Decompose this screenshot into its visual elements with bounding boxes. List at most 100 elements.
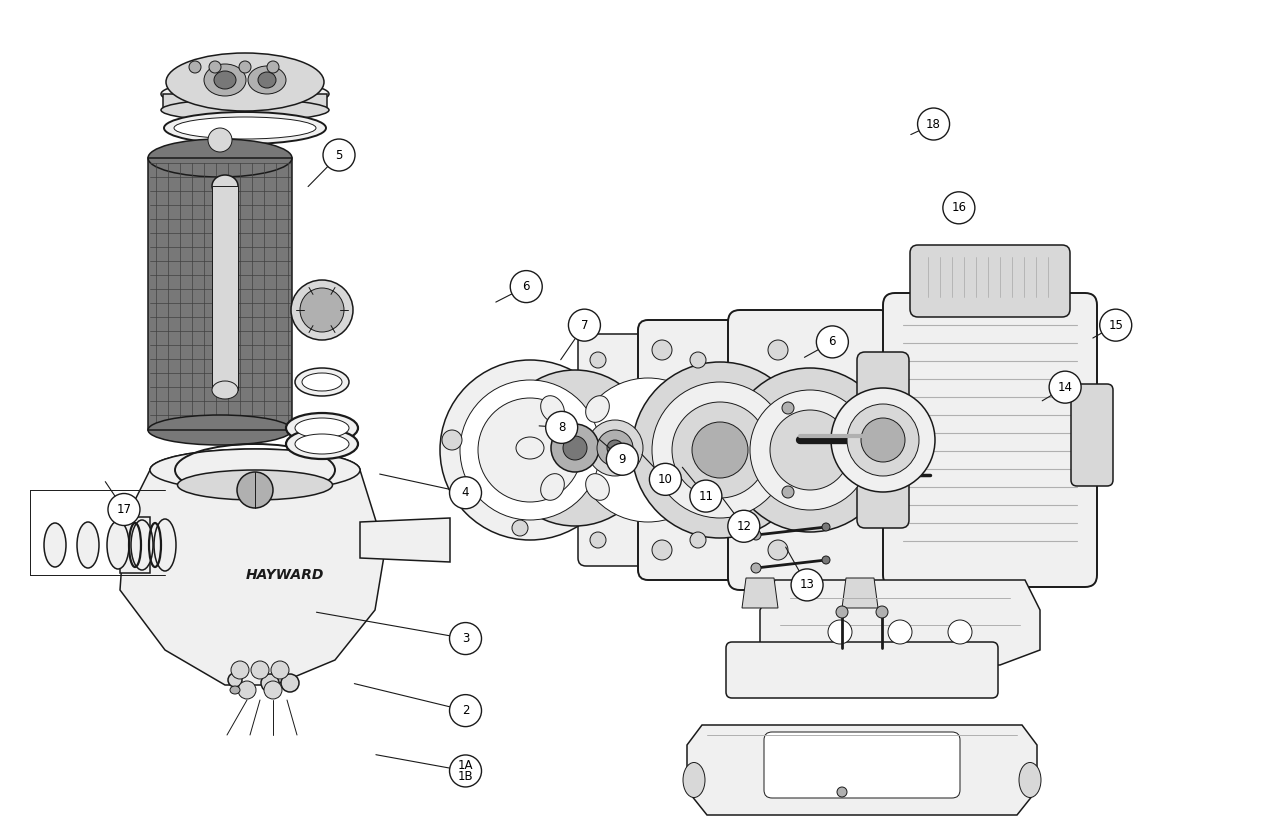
Circle shape — [271, 661, 288, 679]
Polygon shape — [120, 470, 385, 685]
Text: 6: 6 — [522, 280, 530, 293]
Circle shape — [751, 530, 762, 540]
Circle shape — [449, 623, 482, 654]
Text: 12: 12 — [736, 520, 751, 533]
Circle shape — [568, 309, 601, 341]
Circle shape — [816, 326, 849, 358]
Circle shape — [822, 556, 830, 564]
Circle shape — [831, 388, 935, 492]
Circle shape — [768, 340, 788, 360]
Circle shape — [239, 61, 250, 73]
Polygon shape — [361, 518, 450, 562]
Text: 15: 15 — [1108, 318, 1123, 332]
Ellipse shape — [248, 66, 286, 94]
Ellipse shape — [540, 473, 564, 500]
Circle shape — [231, 661, 249, 679]
Text: 14: 14 — [1058, 380, 1073, 394]
Circle shape — [510, 271, 543, 303]
Circle shape — [207, 128, 231, 152]
Ellipse shape — [586, 396, 610, 422]
Ellipse shape — [214, 71, 237, 89]
Ellipse shape — [516, 437, 544, 459]
Circle shape — [441, 430, 462, 450]
Circle shape — [942, 192, 975, 224]
Ellipse shape — [44, 523, 66, 567]
Circle shape — [768, 540, 788, 560]
Circle shape — [449, 477, 482, 509]
Ellipse shape — [258, 72, 276, 88]
Ellipse shape — [295, 418, 349, 438]
Text: 18: 18 — [926, 117, 941, 131]
Ellipse shape — [586, 473, 610, 500]
Circle shape — [782, 402, 794, 414]
Circle shape — [478, 398, 582, 502]
Circle shape — [497, 370, 653, 526]
Circle shape — [576, 378, 720, 522]
Circle shape — [632, 362, 808, 538]
Ellipse shape — [166, 53, 324, 111]
Circle shape — [837, 787, 848, 797]
Ellipse shape — [177, 470, 333, 500]
Circle shape — [947, 620, 972, 644]
Ellipse shape — [204, 64, 245, 96]
Circle shape — [606, 443, 639, 475]
Ellipse shape — [175, 117, 316, 139]
Circle shape — [209, 61, 221, 73]
Polygon shape — [151, 470, 361, 530]
Circle shape — [264, 681, 282, 699]
Ellipse shape — [295, 434, 349, 454]
Circle shape — [791, 569, 824, 601]
Circle shape — [649, 463, 682, 495]
Ellipse shape — [151, 449, 361, 491]
Circle shape — [888, 620, 912, 644]
Circle shape — [689, 532, 706, 548]
Circle shape — [836, 606, 848, 618]
FancyBboxPatch shape — [910, 245, 1070, 317]
Circle shape — [460, 380, 600, 520]
Circle shape — [545, 411, 578, 443]
Circle shape — [750, 390, 870, 510]
Circle shape — [323, 139, 355, 171]
Ellipse shape — [606, 437, 634, 459]
Circle shape — [727, 510, 760, 542]
Text: 9: 9 — [619, 453, 626, 466]
Ellipse shape — [286, 413, 358, 443]
Ellipse shape — [164, 112, 326, 144]
Circle shape — [440, 360, 620, 540]
Ellipse shape — [161, 99, 329, 121]
Circle shape — [1099, 309, 1132, 341]
Polygon shape — [148, 158, 292, 430]
Circle shape — [563, 436, 587, 460]
Circle shape — [576, 408, 655, 488]
FancyBboxPatch shape — [578, 334, 719, 566]
Ellipse shape — [261, 674, 280, 692]
Circle shape — [917, 108, 950, 140]
Text: 1A
1B: 1A 1B — [458, 758, 473, 784]
Ellipse shape — [540, 396, 564, 422]
Ellipse shape — [228, 673, 242, 687]
Ellipse shape — [286, 429, 358, 459]
FancyBboxPatch shape — [726, 642, 998, 698]
FancyBboxPatch shape — [883, 293, 1097, 587]
Ellipse shape — [213, 175, 238, 197]
Text: 16: 16 — [951, 201, 966, 215]
Ellipse shape — [108, 521, 129, 569]
Ellipse shape — [154, 519, 176, 571]
Text: HAYWARD: HAYWARD — [245, 568, 324, 582]
Polygon shape — [163, 94, 326, 110]
FancyBboxPatch shape — [764, 732, 960, 798]
Ellipse shape — [300, 288, 344, 332]
Text: 10: 10 — [658, 473, 673, 486]
Ellipse shape — [151, 449, 361, 491]
Circle shape — [861, 418, 904, 462]
Text: 11: 11 — [698, 489, 713, 503]
Circle shape — [689, 352, 706, 368]
Polygon shape — [213, 186, 238, 390]
Circle shape — [651, 382, 788, 518]
Text: 4: 4 — [462, 486, 469, 499]
Circle shape — [597, 430, 632, 466]
Polygon shape — [120, 517, 151, 573]
Circle shape — [607, 440, 622, 456]
Ellipse shape — [683, 763, 705, 798]
Circle shape — [267, 61, 280, 73]
